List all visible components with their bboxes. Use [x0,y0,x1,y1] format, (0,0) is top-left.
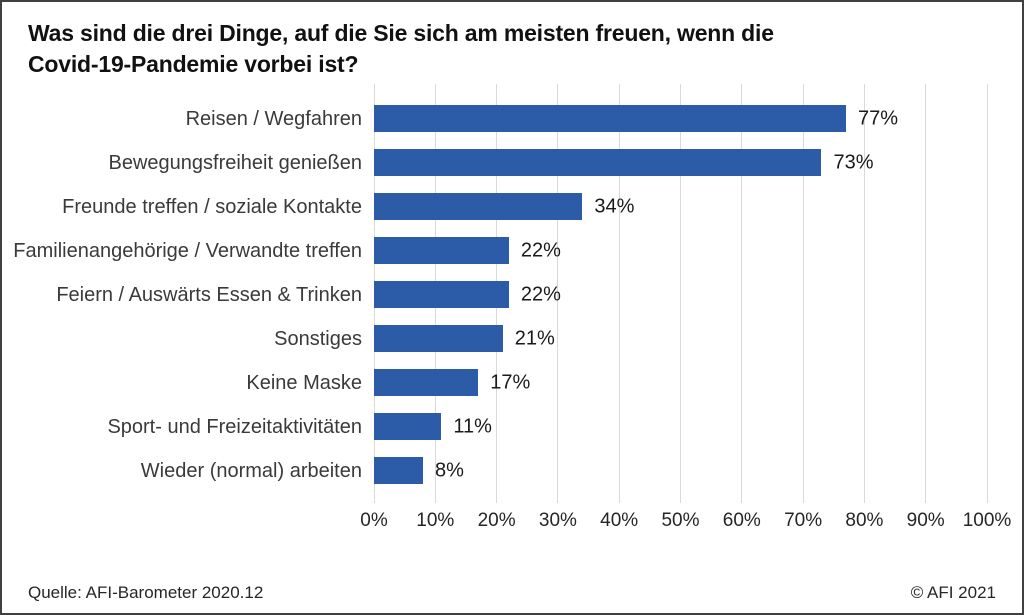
bar-row: Keine Maske 17% [2,361,987,405]
bar [374,193,583,221]
copyright-note: © AFI 2021 [910,583,996,602]
value-label: 73% [833,151,874,174]
bar-row: Feiern / Auswärts Essen & Trinken 22% [2,273,987,317]
bar-row: Freunde treffen / soziale Kontakte 34% [2,185,987,229]
x-tick-label: 10% [416,510,455,532]
bar [374,149,822,177]
x-tick-label: 40% [600,510,639,532]
category-label: Keine Maske [246,372,362,395]
x-tick-label: 20% [477,510,516,532]
bar-row: Wieder (normal) arbeiten 8% [2,449,987,493]
bar-row: Reisen / Wegfahren 77% [2,97,987,141]
x-tick-label: 60% [722,510,761,532]
x-tick-label: 30% [538,510,577,532]
bar-track: 77% [374,97,987,141]
bar-row: Bewegungsfreiheit genießen 73% [2,141,987,185]
gridline [986,84,988,504]
gridline [925,84,927,504]
x-tick-label: 70% [784,510,823,532]
category-label: Freunde treffen / soziale Kontakte [62,196,362,219]
category-label: Wieder (normal) arbeiten [140,460,362,483]
bar-row: Familienangehörige / Verwandte treffen 22… [2,229,987,273]
value-label: 17% [490,371,531,394]
category-label: Sport- und Freizeitaktivitäten [107,416,362,439]
bar-track: 21% [374,317,987,361]
bar [374,413,442,441]
bar-row: Sport- und Freizeitaktivitäten 11% [2,405,987,449]
x-tick-label: 0% [360,510,388,532]
bar-row: Sonstiges 21% [2,317,987,361]
category-label: Sonstiges [274,328,362,351]
value-label: 22% [520,283,561,306]
footer: Quelle: AFI-Barometer 2020.12 © AFI 2021 [28,583,996,603]
value-label: 21% [514,327,555,350]
value-label: 11% [453,415,492,438]
bar-track: 73% [374,141,987,185]
x-tick-label: 100% [962,510,1012,532]
category-label: Feiern / Auswärts Essen & Trinken [56,284,362,307]
gridline [802,84,804,504]
value-label: 77% [858,107,899,130]
bar [374,457,424,485]
bar [374,369,479,397]
chart-title: Was sind die drei Dinge, auf die Sie sic… [28,20,774,78]
bar-track: 22% [374,273,987,317]
value-label: 22% [520,239,561,262]
bar-track: 11% [374,405,987,449]
bar-track: 34% [374,185,987,229]
x-tick-label: 90% [906,510,945,532]
x-tick-label: 50% [661,510,700,532]
bar [374,281,509,309]
bar [374,325,503,353]
value-label: 8% [435,459,464,482]
category-label: Reisen / Wegfahren [185,108,362,131]
gridline [741,84,743,504]
bar [374,105,846,133]
gridline [618,84,620,504]
value-label: 34% [594,195,635,218]
gridline [557,84,559,504]
bar-track: 22% [374,229,987,273]
category-label: Bewegungsfreiheit genießen [108,152,362,175]
bar-chart: Reisen / Wegfahren 77% Bewegungsfreiheit g… [2,84,988,504]
bar [374,237,509,265]
gridline [863,84,865,504]
source-note: Quelle: AFI-Barometer 2020.12 [28,583,264,602]
category-label: Familienangehörige / Verwandte treffen [13,240,362,263]
bar-track: 17% [374,361,987,405]
x-tick-label: 80% [845,510,884,532]
gridline [680,84,681,504]
bar-rows: Reisen / Wegfahren 77% Bewegungsfreiheit g… [2,97,987,493]
x-axis: 0% 10% 20% 30% 40% 50% 60% 70% 80% 90% 100% [360,503,1011,537]
bar-track: 8% [374,449,987,493]
